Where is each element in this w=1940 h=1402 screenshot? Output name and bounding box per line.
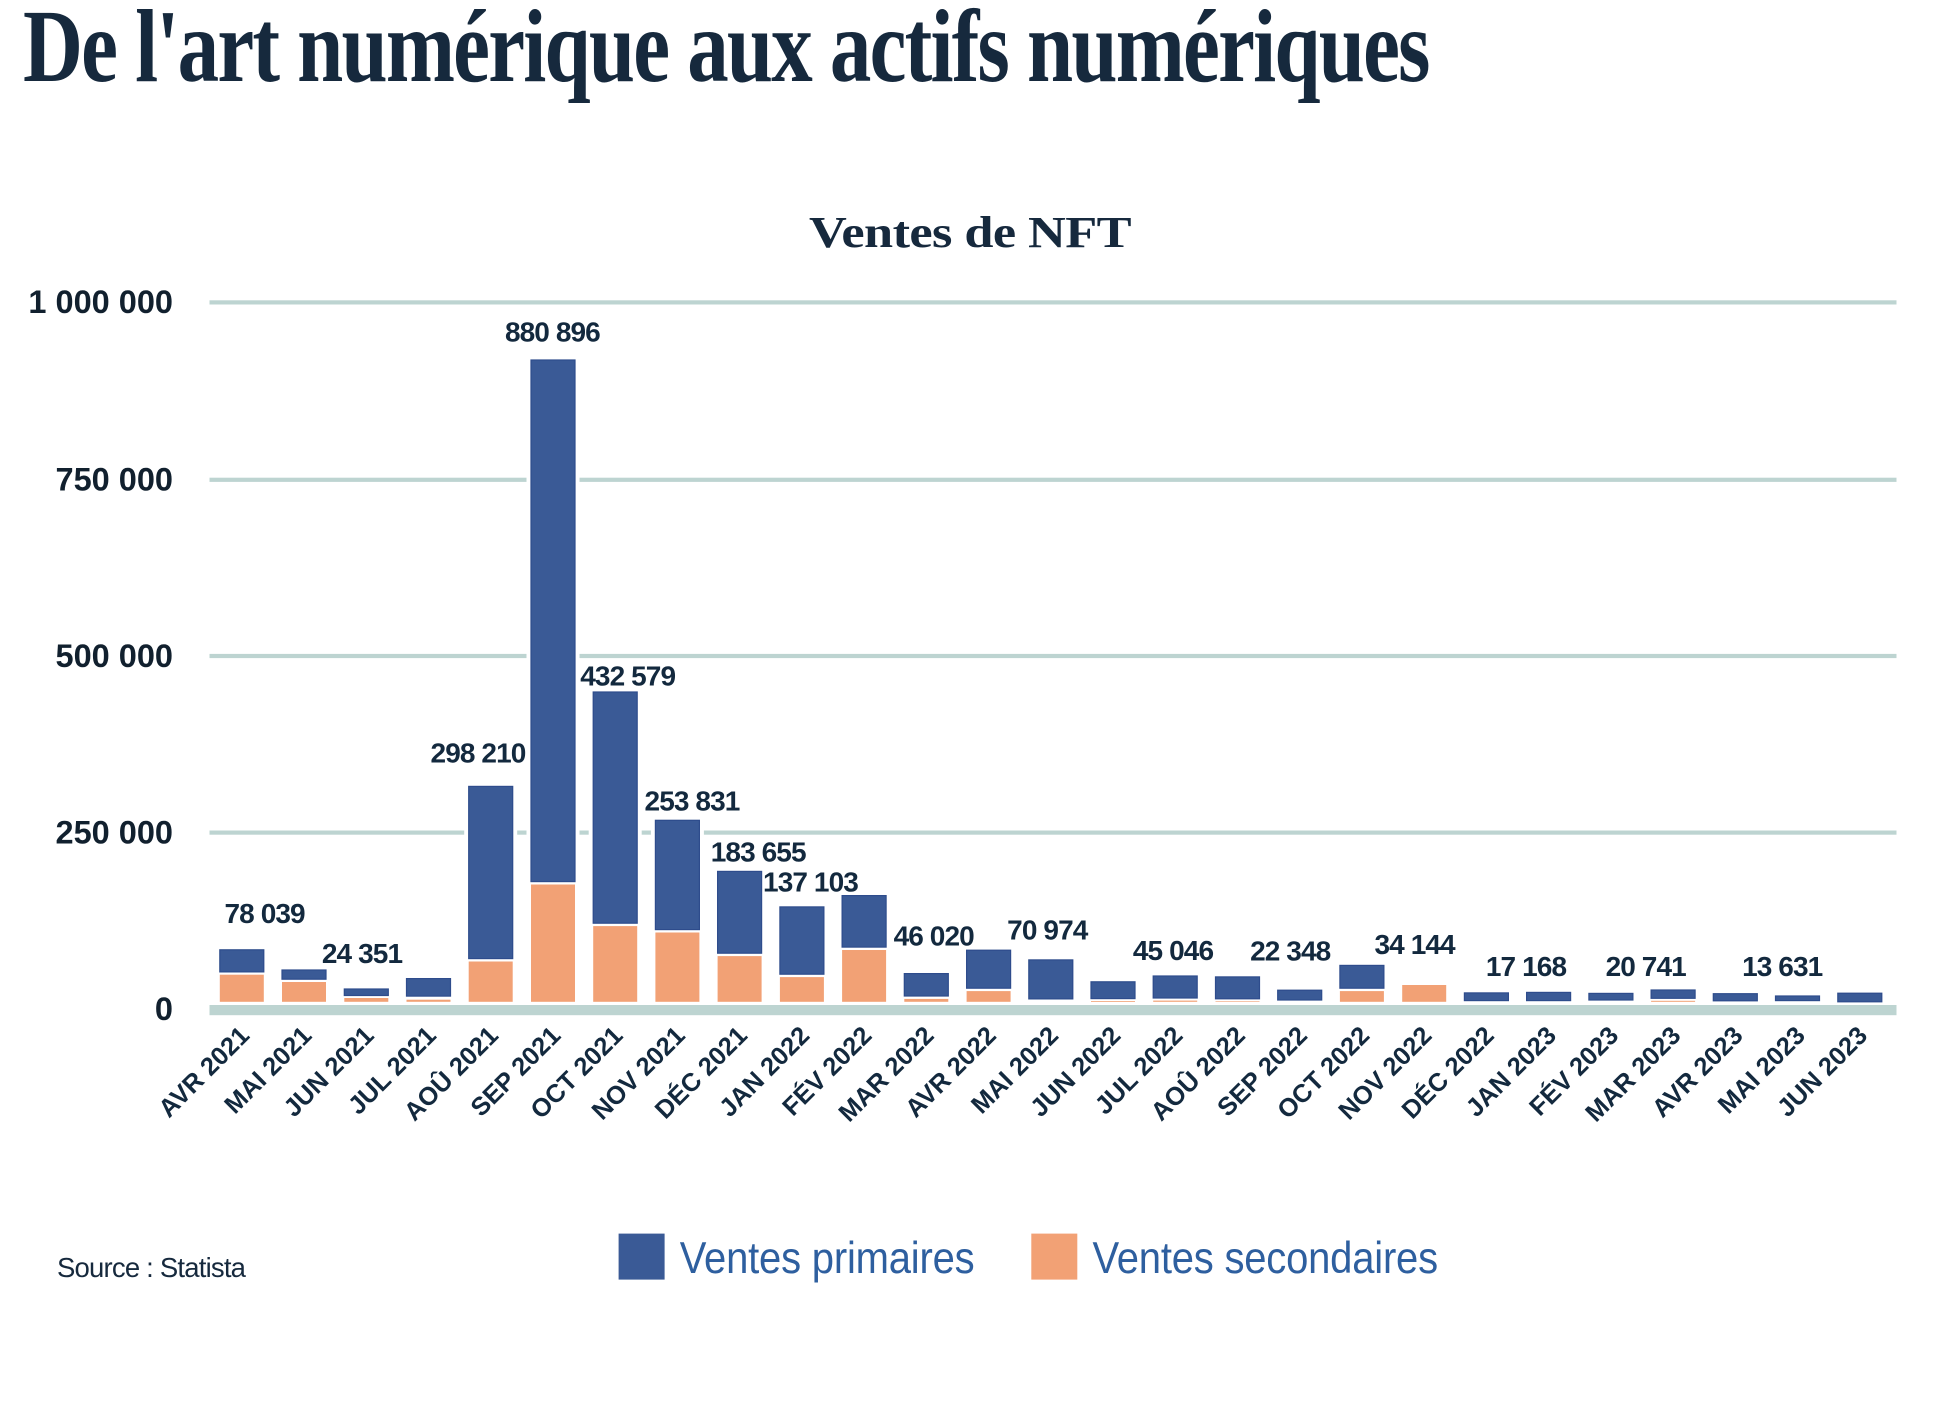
svg-text:70 974: 70 974 [1007, 914, 1089, 945]
svg-text:13 631: 13 631 [1742, 951, 1823, 982]
svg-text:17 168: 17 168 [1486, 951, 1567, 982]
svg-text:137 103: 137 103 [763, 866, 858, 897]
svg-text:0: 0 [155, 991, 173, 1027]
svg-text:432 579: 432 579 [580, 661, 675, 692]
svg-text:22 348: 22 348 [1250, 936, 1331, 967]
svg-text:24 351: 24 351 [322, 938, 403, 969]
svg-text:Ventes secondaires: Ventes secondaires [1093, 1233, 1438, 1283]
svg-text:750 000: 750 000 [56, 462, 173, 498]
svg-text:45 046: 45 046 [1133, 935, 1214, 966]
svg-text:183 655: 183 655 [711, 836, 806, 867]
svg-text:880 896: 880 896 [505, 317, 600, 348]
svg-text:Ventes primaires: Ventes primaires [680, 1233, 975, 1283]
svg-text:1 000 000: 1 000 000 [28, 284, 173, 320]
svg-text:250 000: 250 000 [56, 814, 173, 850]
svg-text:253 831: 253 831 [645, 785, 740, 816]
svg-text:De l'art numérique aux actifs: De l'art numérique aux actifs numériques [23, 0, 1429, 104]
svg-text:298 210: 298 210 [431, 738, 526, 769]
svg-text:34 144: 34 144 [1374, 929, 1456, 960]
svg-text:Source : Statista: Source : Statista [57, 1252, 247, 1283]
svg-text:78 039: 78 039 [224, 898, 305, 929]
svg-text:46 020: 46 020 [894, 921, 975, 952]
svg-text:500 000: 500 000 [56, 638, 173, 674]
svg-text:Ventes de NFT: Ventes de NFT [809, 209, 1131, 257]
svg-text:20 741: 20 741 [1606, 951, 1687, 982]
